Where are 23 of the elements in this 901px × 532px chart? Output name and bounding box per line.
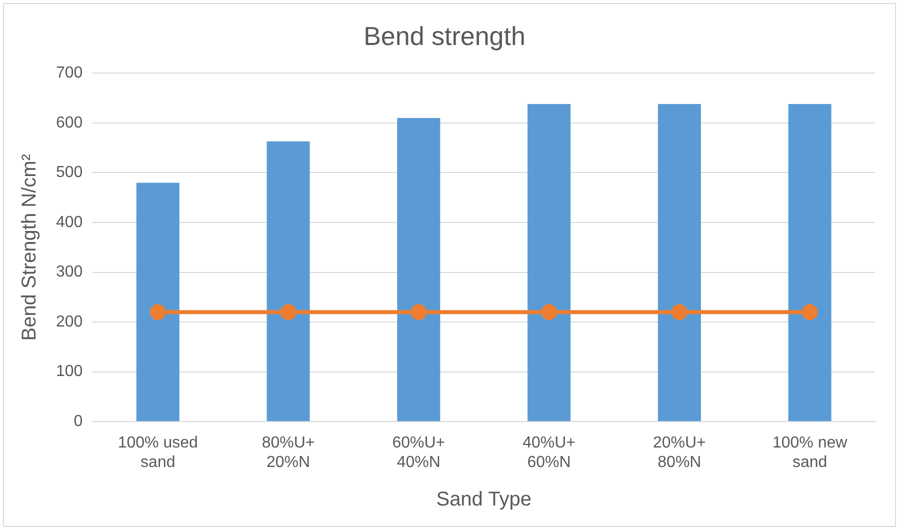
y-tick-label: 300 — [56, 264, 83, 281]
bar — [528, 104, 571, 422]
chart-title: Bend strength — [364, 20, 526, 51]
y-tick-label: 0 — [74, 413, 83, 430]
y-tick-label: 100 — [56, 363, 83, 380]
x-axis-title: Sand Type — [436, 488, 532, 511]
x-tick-label: 80%U+ 20%N — [262, 434, 315, 471]
bar — [397, 118, 440, 422]
y-tick-label: 400 — [56, 214, 83, 231]
y-tick-label: 700 — [56, 64, 83, 82]
x-tick-label: 60%U+ 40%N — [392, 434, 446, 471]
x-tick-label: 100% used sand — [118, 434, 198, 471]
y-tick-label: 600 — [56, 114, 83, 132]
y-axis-title: Bend Strength N/cm² — [18, 154, 41, 341]
x-tick-label: 100% new sand — [772, 434, 848, 471]
bar — [136, 182, 180, 422]
y-tick-label: 500 — [56, 164, 83, 182]
x-tick-label: 40%U+ 60%N — [522, 434, 576, 471]
y-tick-label: 200 — [56, 313, 83, 330]
x-tick-label: 20%U+ 80%N — [652, 434, 706, 471]
bar — [658, 104, 701, 422]
bar — [266, 141, 310, 422]
bar — [788, 104, 832, 422]
